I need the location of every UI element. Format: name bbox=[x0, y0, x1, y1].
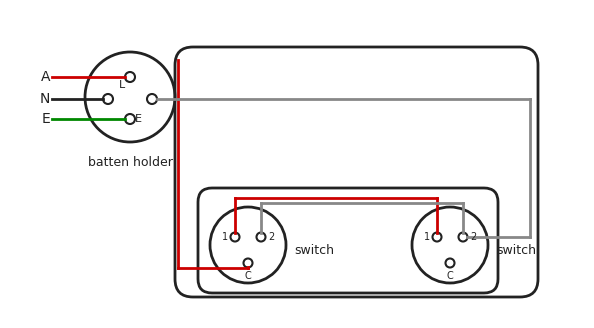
Text: batten holder: batten holder bbox=[87, 156, 172, 169]
Text: 1: 1 bbox=[424, 232, 430, 242]
Text: E: E bbox=[41, 112, 50, 126]
Text: E: E bbox=[134, 114, 141, 124]
Text: L: L bbox=[119, 80, 125, 90]
Text: 2: 2 bbox=[268, 232, 274, 242]
Text: N: N bbox=[40, 92, 50, 106]
Text: C: C bbox=[245, 271, 251, 281]
Text: C: C bbox=[447, 271, 453, 281]
Text: A: A bbox=[40, 70, 50, 84]
Text: switch: switch bbox=[294, 243, 334, 256]
Text: 2: 2 bbox=[470, 232, 476, 242]
Text: 1: 1 bbox=[222, 232, 228, 242]
Text: switch: switch bbox=[496, 243, 536, 256]
